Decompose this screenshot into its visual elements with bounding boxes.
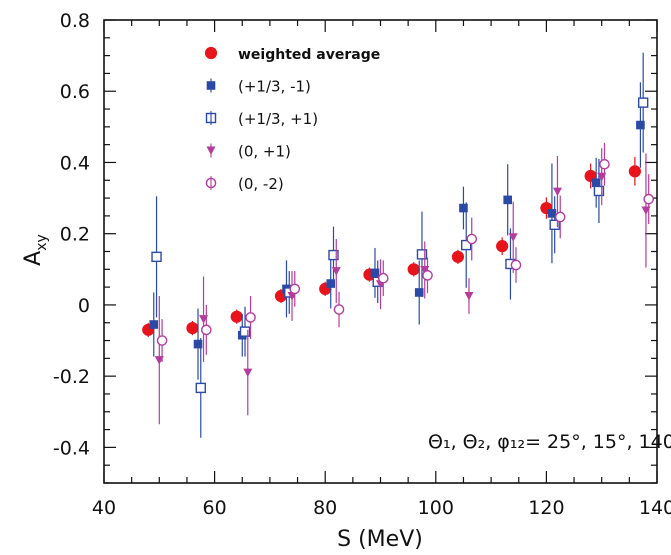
data-point — [591, 178, 601, 188]
data-point — [422, 270, 433, 281]
y-tick-label: -0.2 — [53, 366, 90, 388]
data-point — [201, 324, 212, 336]
data-point — [451, 250, 465, 263]
data-point — [193, 339, 203, 349]
y-tick-label: 0 — [78, 295, 90, 317]
data-point — [643, 193, 655, 205]
y-tick-label: 0.2 — [60, 224, 90, 246]
x-tick-labels: 40 60 80 100 120 140 — [92, 497, 671, 519]
data-point — [151, 251, 162, 263]
legend-item: (+1/3, +1) — [205, 110, 318, 128]
data-point — [186, 321, 199, 335]
legend-item: weighted average — [204, 46, 380, 63]
data-layer — [142, 52, 655, 438]
legend-item: (0, +1) — [206, 143, 291, 161]
data-point — [508, 233, 518, 242]
y-tick-label: 0.6 — [60, 81, 90, 103]
data-point — [628, 165, 641, 178]
data-point — [149, 320, 159, 329]
x-tick-label: 80 — [313, 497, 337, 519]
y-tick-labels: -0.4 -0.2 0 0.2 0.4 0.6 0.8 — [53, 10, 90, 459]
series-3 — [154, 148, 651, 425]
data-point — [245, 312, 256, 323]
y-axis-title: Axy — [21, 234, 50, 266]
data-point — [328, 249, 339, 261]
data-point — [230, 310, 243, 323]
x-tick-label: 60 — [203, 497, 227, 519]
data-point — [461, 239, 472, 251]
data-point — [549, 219, 560, 230]
series-1 — [149, 82, 645, 380]
data-point — [459, 203, 468, 213]
series-0 — [142, 157, 641, 337]
data-point — [377, 272, 389, 284]
data-point — [510, 259, 522, 271]
legend-label: (+1/3, -1) — [238, 78, 311, 96]
data-point — [636, 120, 645, 130]
series-2 — [151, 52, 649, 438]
data-point — [243, 368, 253, 378]
legend-label: weighted average — [238, 47, 380, 63]
data-point — [326, 279, 336, 288]
x-tick-label: 140 — [639, 497, 671, 519]
data-point — [156, 335, 168, 346]
y-axis-title-sub: xy — [34, 234, 50, 251]
legend-label: (0, -2) — [238, 175, 284, 193]
data-point — [195, 382, 206, 394]
data-point — [593, 185, 605, 197]
series-4 — [156, 142, 655, 362]
data-point — [289, 283, 301, 295]
legend-item: (+1/3, -1) — [206, 78, 311, 96]
data-point — [370, 268, 380, 278]
data-point — [466, 233, 478, 245]
legend-item: (0, -2) — [205, 175, 284, 193]
data-point — [552, 187, 562, 197]
data-point — [464, 292, 474, 301]
data-point — [331, 267, 341, 276]
data-point — [503, 195, 512, 205]
data-point — [204, 46, 218, 60]
x-tick-label: 120 — [528, 497, 564, 519]
data-point — [637, 97, 649, 108]
legend-label: (0, +1) — [238, 143, 291, 161]
legend: weighted average (+1/3, -1) (+1/3, +1) (0, … — [204, 46, 380, 193]
y-axis-title-main: A — [21, 251, 46, 266]
data-point — [496, 240, 509, 253]
data-point — [554, 211, 566, 223]
data-point — [599, 158, 610, 170]
x-axis-title: S (MeV) — [337, 527, 423, 552]
data-point — [239, 326, 251, 337]
y-tick-label: 0.8 — [60, 10, 90, 32]
data-point — [414, 288, 424, 297]
data-point — [333, 304, 345, 315]
plot-frame — [103, 19, 658, 484]
y-tick-label: 0.4 — [60, 152, 90, 174]
data-point — [407, 263, 420, 276]
kinematics-annotation: Θ₁, Θ₂, φ₁₂= 25°, 15°, 140° — [428, 431, 671, 453]
ticks-layer — [103, 19, 658, 484]
data-point — [416, 249, 428, 260]
legend-label: (+1/3, +1) — [238, 110, 318, 128]
x-tick-label: 100 — [418, 497, 454, 519]
y-tick-label: -0.4 — [53, 437, 90, 459]
x-tick-label: 40 — [92, 497, 116, 519]
data-point — [547, 209, 557, 218]
